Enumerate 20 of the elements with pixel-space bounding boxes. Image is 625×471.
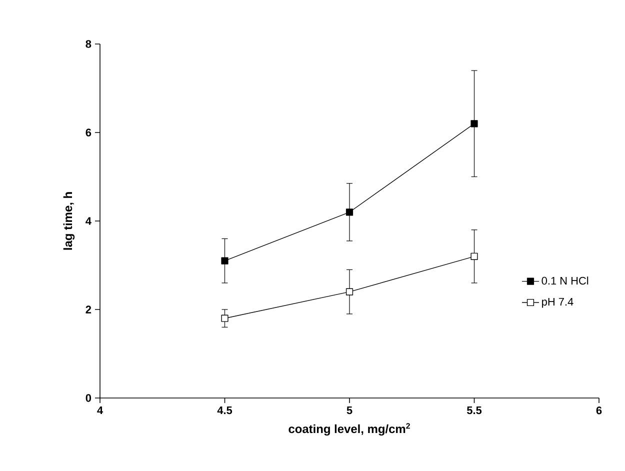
y-axis-title: lag time, h	[63, 192, 75, 250]
y-tick-label: 6	[86, 128, 92, 136]
y-tick-label: 4	[86, 217, 92, 225]
y-tick-label: 0	[86, 394, 92, 402]
x-tick-label: 4	[97, 406, 103, 414]
x-tick-label: 5.5	[466, 406, 482, 414]
point	[346, 288, 354, 296]
y-tick-label: 8	[86, 40, 92, 48]
y-tick-label: 2	[86, 306, 92, 314]
x-axis-title: coating level, mg/cm$^{2}$	[288, 423, 410, 436]
x-tick-label: 6	[596, 406, 602, 414]
point	[346, 208, 354, 216]
point	[221, 257, 228, 264]
legend-label: 0.1 N HCl	[542, 276, 588, 285]
x-tick-label: 5	[346, 406, 352, 414]
point	[470, 120, 478, 128]
legend-label: pH 7.4	[542, 298, 574, 308]
point	[221, 314, 228, 322]
x-tick-label: 4.5	[217, 406, 232, 414]
point	[470, 252, 478, 260]
